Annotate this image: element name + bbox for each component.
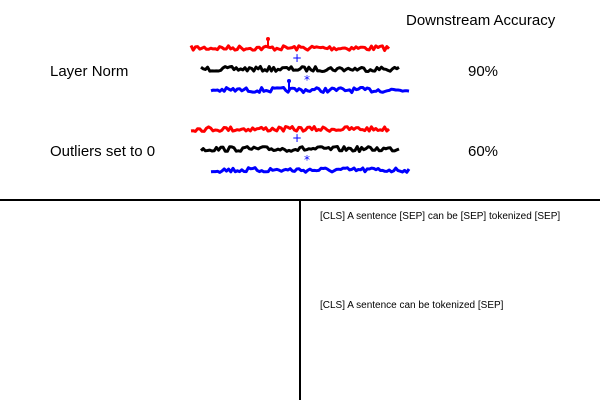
tokenization-with-sep: [CLS] A sentence [SEP] can be [SEP] toke…	[320, 211, 561, 222]
accuracy-column-header: Downstream Accuracy	[406, 12, 556, 29]
row0-red-wave-spike-tip	[266, 37, 270, 41]
accuracy-value-outliers: 60%	[468, 143, 499, 160]
row0-star-marker: *	[304, 73, 310, 87]
row0-red-wave	[189, 44, 391, 52]
row1-star-marker: *	[304, 153, 310, 167]
row-label-outliers: Outliers set to 0	[50, 143, 156, 160]
row1-plus-marker: +	[292, 131, 302, 145]
row-label-layer-norm: Layer Norm	[50, 63, 129, 80]
row0-plus-marker: +	[292, 51, 302, 65]
row1-black-wave	[199, 145, 400, 153]
activation-waveforms: + * + *	[189, 37, 411, 174]
row1-red-wave	[190, 125, 391, 133]
row0-blue-wave	[210, 86, 410, 94]
tokenization-plain: [CLS] A sentence can be tokenized [SEP]	[320, 300, 504, 311]
row0-blue-wave-spike-tip	[287, 79, 291, 83]
row0-black-wave	[200, 65, 400, 73]
accuracy-value-layer-norm: 90%	[468, 63, 499, 80]
vertical-divider	[299, 200, 301, 400]
row1-blue-wave	[210, 166, 411, 174]
